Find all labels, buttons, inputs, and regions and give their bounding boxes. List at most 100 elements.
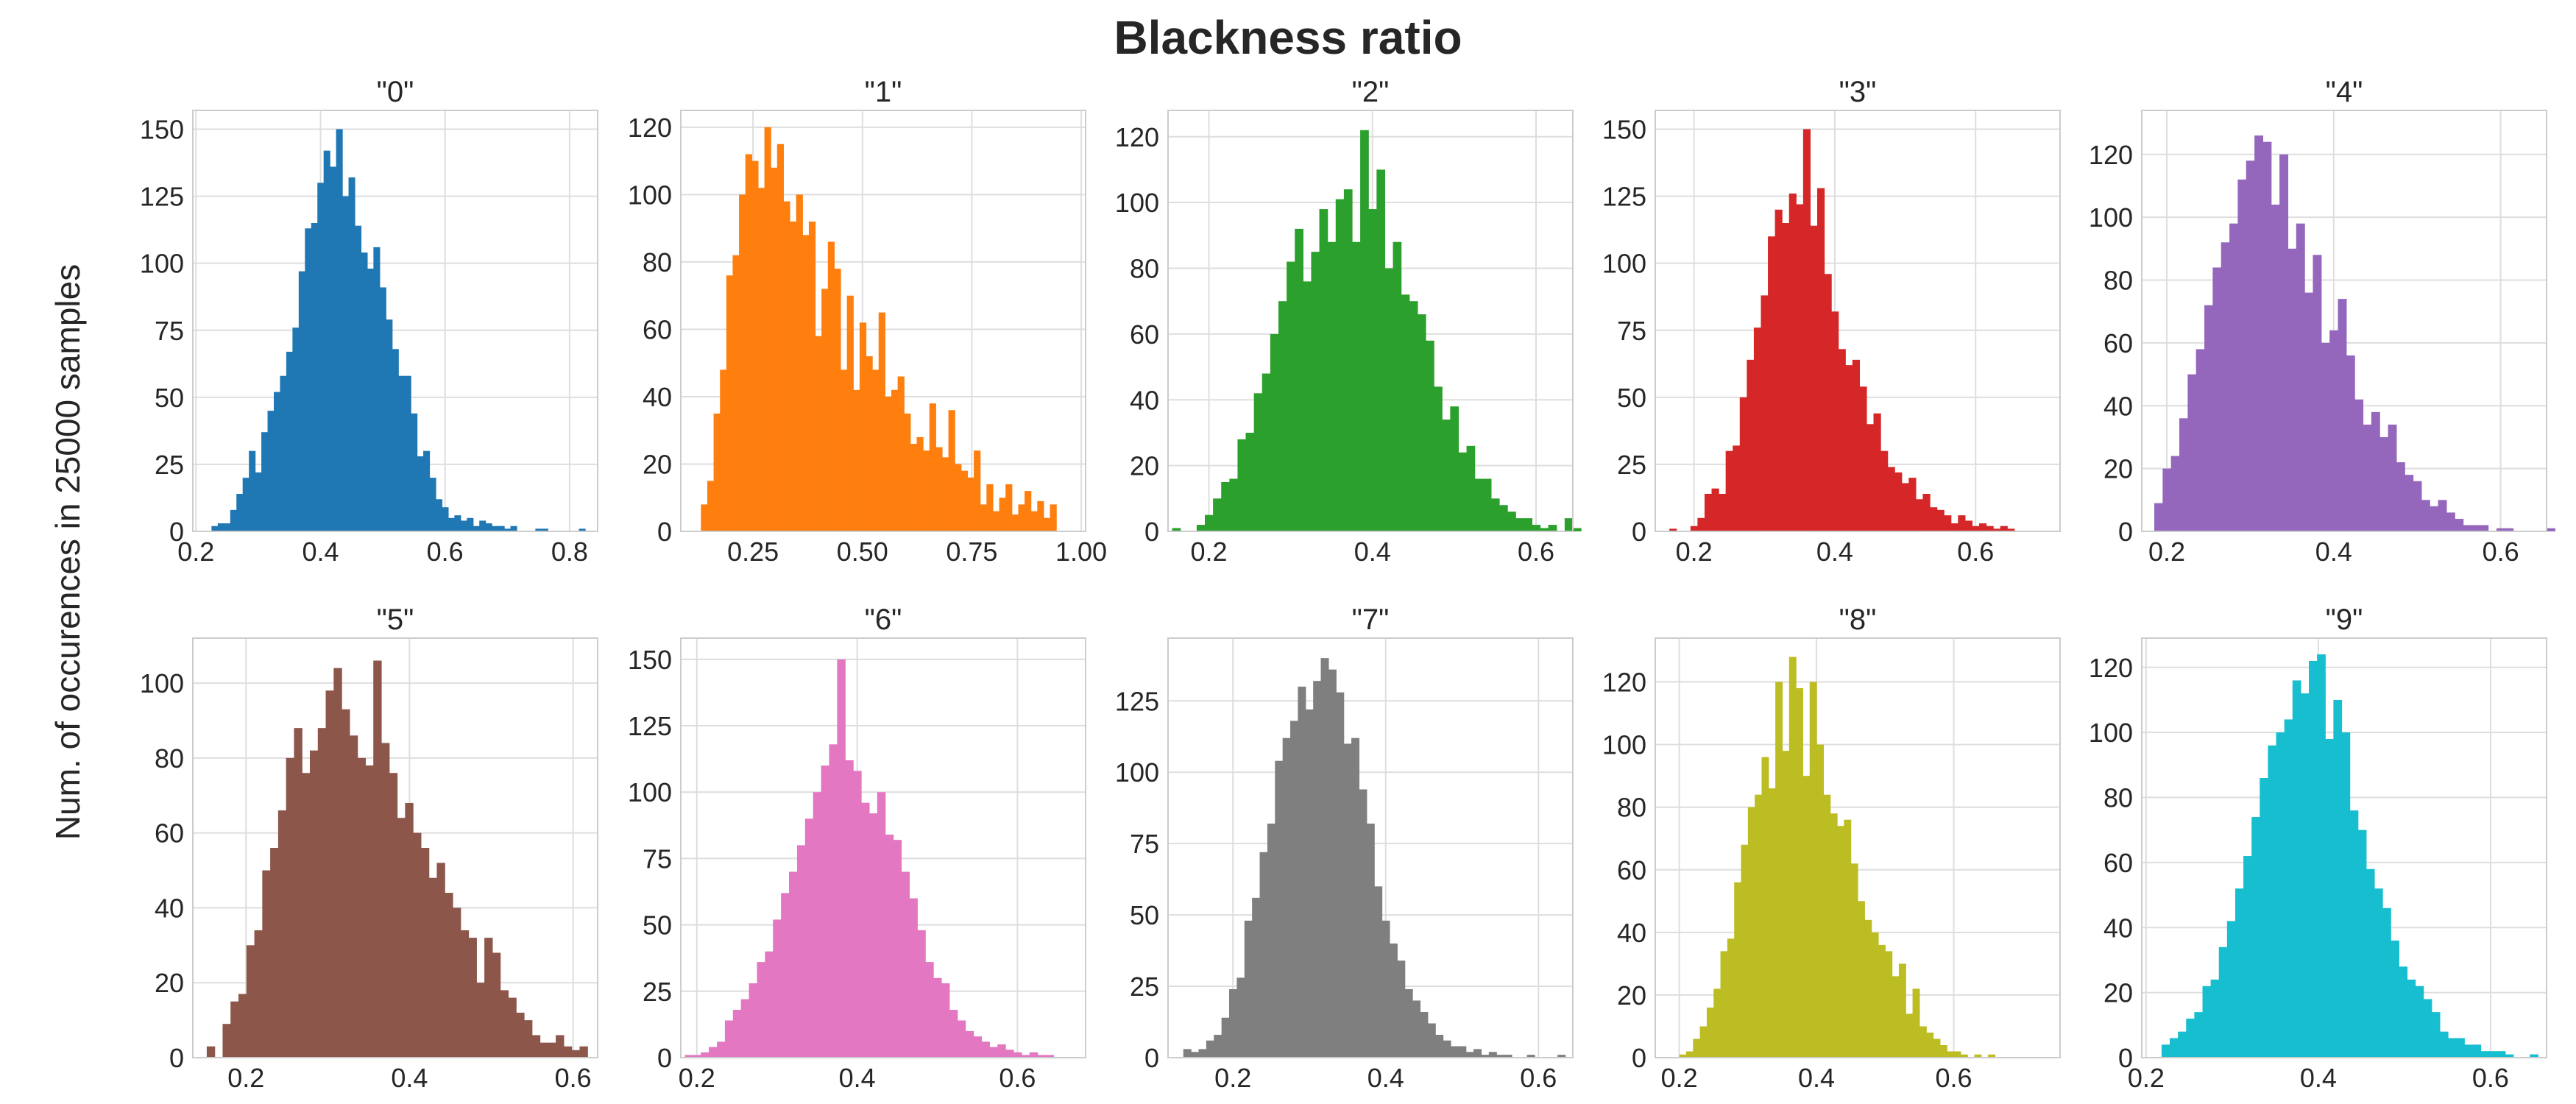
histogram-bar <box>1229 478 1239 531</box>
histogram-bar <box>1196 525 1206 531</box>
x-tick-label: 0.4 <box>839 1063 876 1093</box>
y-tick-label: 120 <box>2089 140 2133 170</box>
histogram-bar <box>1360 130 1369 531</box>
histogram-bar <box>2530 1054 2538 1058</box>
histogram-bar <box>2366 868 2375 1058</box>
histogram-bar <box>373 660 382 1058</box>
histogram-bar <box>2497 1051 2506 1058</box>
y-tick-label: 25 <box>1617 450 1646 480</box>
histogram-bar <box>1734 882 1742 1058</box>
histogram-bar <box>1442 420 1451 531</box>
histogram-bar <box>796 845 806 1058</box>
histogram-bar <box>2187 374 2197 531</box>
histogram-bar <box>745 154 752 531</box>
histogram-bar <box>925 962 934 1058</box>
histogram-bar <box>305 228 312 531</box>
histogram-bar <box>1774 209 1783 531</box>
histogram-bar <box>1474 478 1484 531</box>
y-tick-label: 75 <box>643 843 672 874</box>
y-tick-label: 40 <box>1617 918 1646 948</box>
histogram-bar <box>531 1035 541 1058</box>
histogram-bar <box>2195 349 2205 531</box>
histogram-bar <box>508 997 517 1058</box>
histogram-bar <box>1381 920 1390 1058</box>
y-tick-label: 40 <box>155 893 184 923</box>
histogram-bar <box>1319 209 1328 531</box>
histogram-bar <box>454 515 461 531</box>
histogram-bar <box>1393 241 1402 531</box>
histogram-bar <box>790 222 797 531</box>
histogram-bar <box>1490 498 1500 531</box>
histogram-bar <box>1029 1052 1038 1058</box>
histogram-bar <box>1859 386 1867 531</box>
histogram-bar <box>2202 986 2212 1058</box>
y-tick-label: 50 <box>1130 900 1159 930</box>
histogram-bar <box>2547 528 2555 531</box>
histogram-bar <box>960 470 969 531</box>
histogram-bar <box>2300 693 2310 1058</box>
subplot-5: 0 20 40 60 80 100 0.2 0.4 0.6 "5" <box>140 604 598 1093</box>
histogram-bar <box>1011 514 1019 531</box>
histogram-bar <box>923 450 930 531</box>
histogram-bar <box>206 1046 216 1058</box>
histogram-bar <box>261 432 269 531</box>
histogram-bar <box>916 436 924 531</box>
histogram-bar <box>1871 932 1879 1058</box>
histogram-bar <box>1481 1055 1490 1058</box>
histogram-bar <box>1986 526 1994 531</box>
histogram-bar <box>1473 1049 1482 1058</box>
histogram-bar <box>2237 179 2247 531</box>
histogram-bar <box>2407 979 2416 1058</box>
histogram-bar <box>1417 314 1426 531</box>
histogram-bar <box>1221 1017 1230 1058</box>
histogram-bar <box>504 528 512 531</box>
histogram-bar <box>1213 498 1222 531</box>
y-tick-label: 40 <box>2103 391 2133 421</box>
histogram-bar <box>1335 199 1345 531</box>
histogram-bar <box>2371 411 2380 531</box>
y-tick-label: 0 <box>1632 1043 1646 1073</box>
histogram-bar <box>274 392 281 531</box>
histogram-bar <box>1043 517 1051 531</box>
histogram-bar <box>1313 681 1322 1058</box>
y-tick-label: 80 <box>2103 783 2133 813</box>
histogram-bar <box>1278 301 1287 531</box>
y-tick-label: 50 <box>155 383 184 413</box>
histogram-bar <box>1236 977 1245 1058</box>
histogram-bar <box>484 938 493 1058</box>
histogram-bar <box>578 528 586 531</box>
histogram-bar <box>1824 274 1832 531</box>
histogram-bar <box>492 952 501 1058</box>
histogram-bar <box>1775 682 1783 1058</box>
histogram-bar <box>2304 292 2314 531</box>
histogram-bar <box>1690 526 1698 531</box>
histogram-bar <box>302 773 311 1058</box>
histogram-bar <box>965 1030 974 1058</box>
histogram-bar <box>2413 481 2422 531</box>
y-tick-label: 100 <box>140 249 184 279</box>
histogram-bar <box>845 760 854 1058</box>
histogram-bar <box>2317 654 2326 1058</box>
histogram-bar <box>1450 406 1459 531</box>
histogram-bar <box>1343 189 1353 531</box>
histogram-bar <box>1443 1040 1451 1058</box>
y-tick-label: 0 <box>2118 1043 2133 1073</box>
histogram-bar <box>1704 493 1713 531</box>
histogram-bar <box>999 498 1006 531</box>
histogram-bar <box>2333 699 2343 1058</box>
histogram-bar <box>2480 1051 2490 1058</box>
histogram-bar <box>739 194 746 531</box>
histogram-bar <box>1719 493 1727 531</box>
histogram-bar <box>1374 886 1383 1058</box>
y-tick-label: 0 <box>657 1043 672 1073</box>
y-tick-label: 100 <box>628 180 672 210</box>
histogram-bar <box>974 450 981 531</box>
histogram-bar <box>773 919 782 1058</box>
histogram-bar <box>211 526 219 531</box>
histogram-bar <box>2000 526 2008 531</box>
histogram-bar <box>1037 500 1044 531</box>
histogram-bar <box>2007 528 2015 531</box>
histogram-bar <box>1018 504 1025 531</box>
histogram-bar <box>1838 349 1846 531</box>
histogram-bar <box>910 444 918 531</box>
